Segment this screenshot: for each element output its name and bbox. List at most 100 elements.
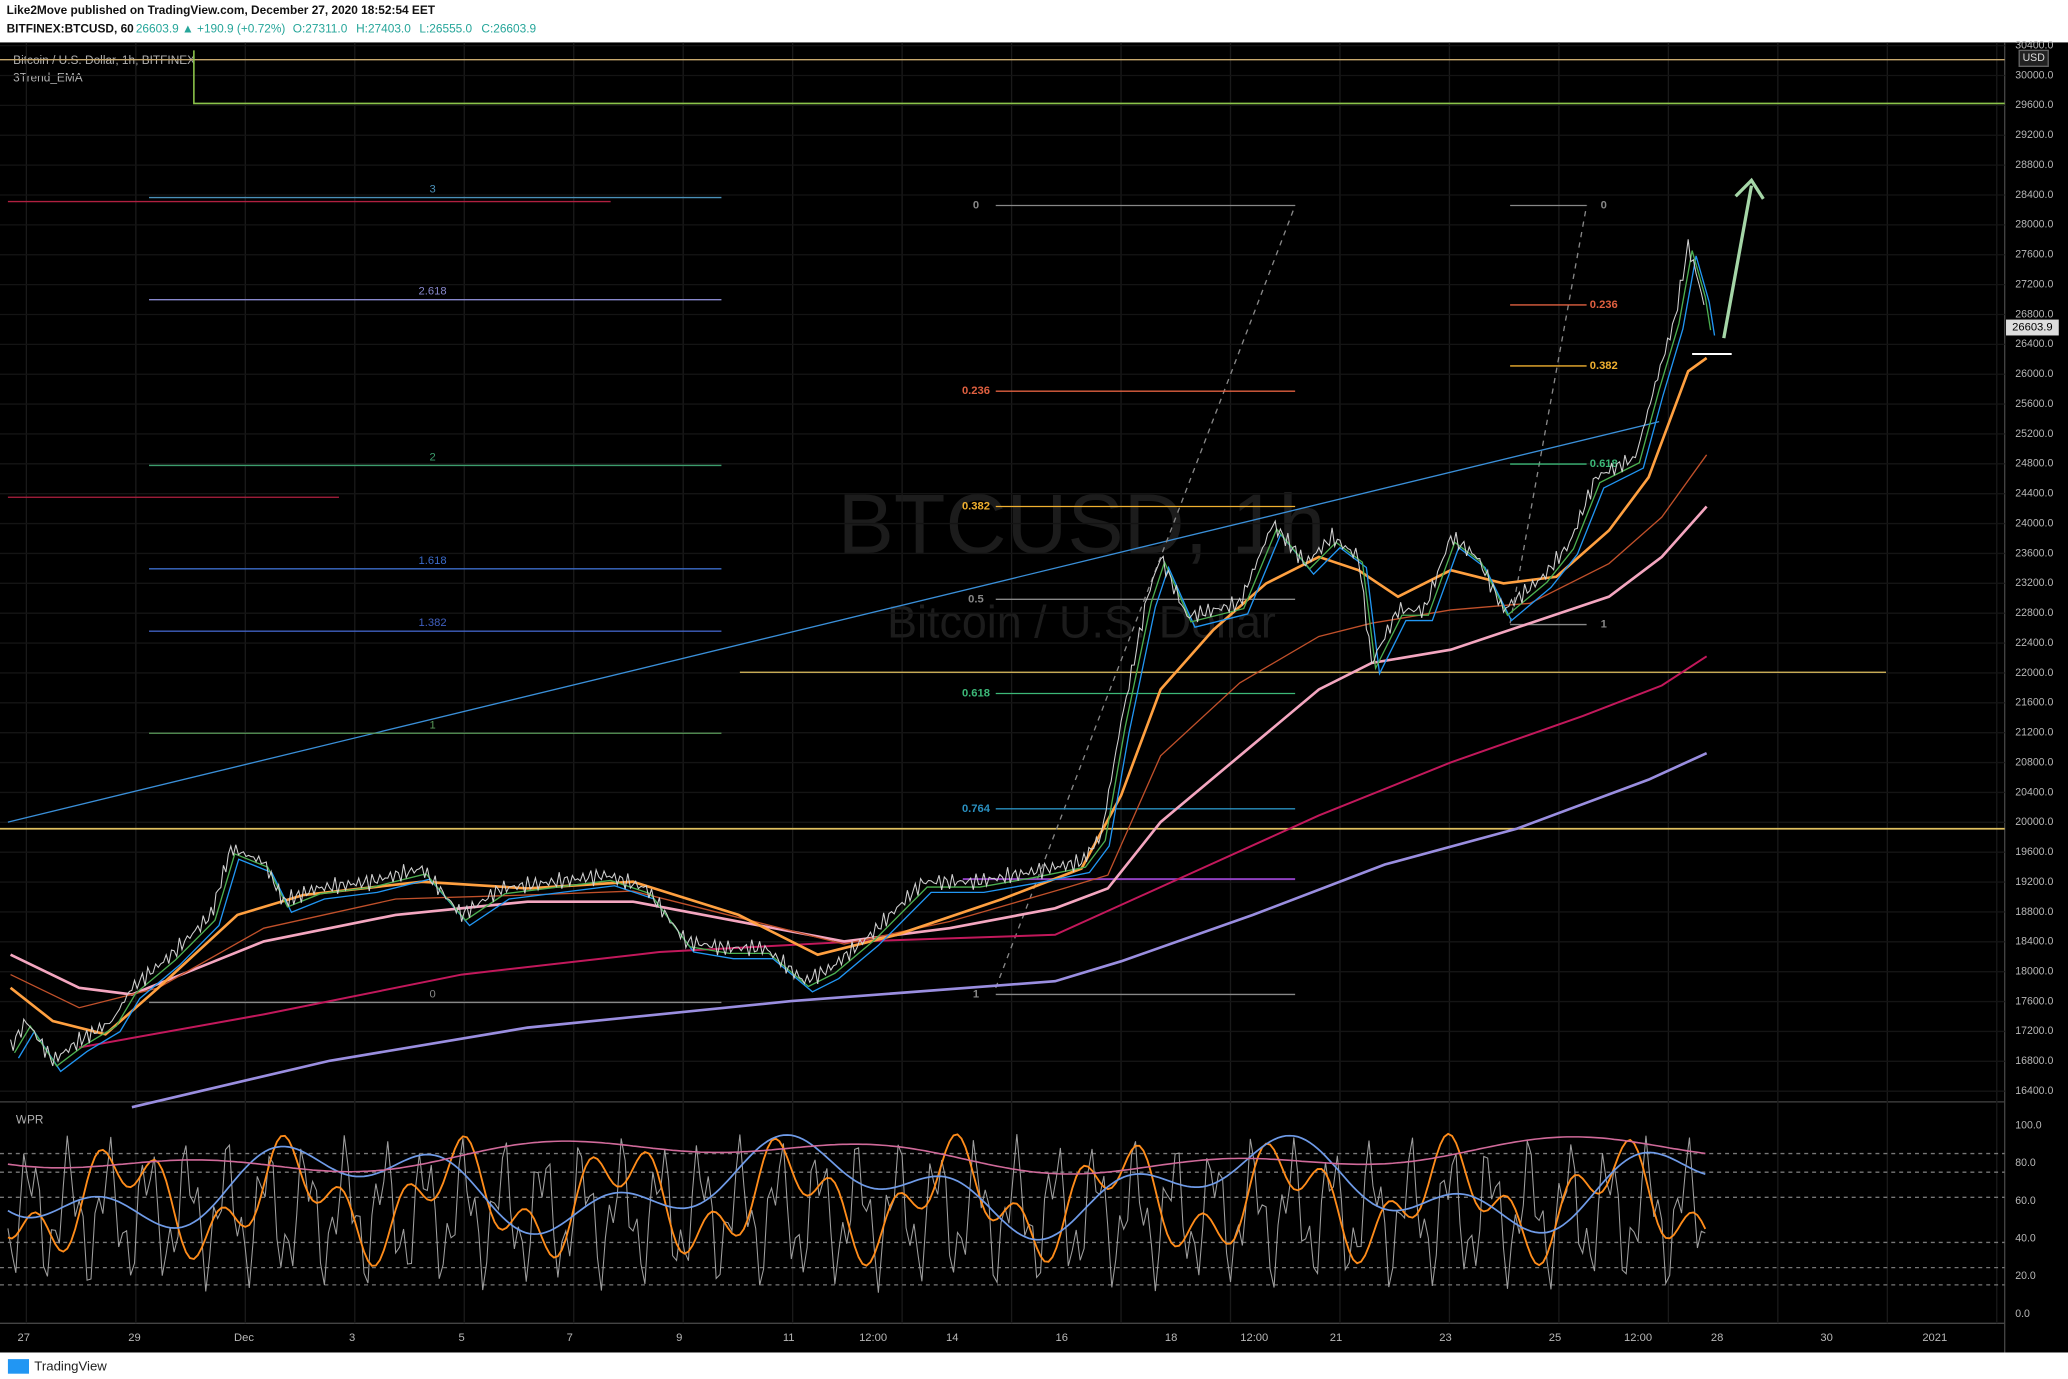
time-tick-label: 11 (783, 1332, 795, 1344)
time-tick-label: Dec (234, 1332, 254, 1344)
price-tick-label: 30000.0 (2015, 69, 2053, 81)
price-tick-label: 18800.0 (2015, 906, 2053, 918)
time-tick-label: 7 (567, 1332, 573, 1344)
fib-label: 3 (429, 184, 435, 196)
time-tick-label: 25 (1549, 1332, 1561, 1344)
price-tick-label: 21600.0 (2015, 697, 2053, 709)
level-line (193, 50, 2005, 105)
time-tick-label: 12:00 (1624, 1332, 1652, 1344)
last-price-tag (2006, 319, 2059, 336)
price-tick-label: 16800.0 (2015, 1055, 2053, 1067)
time-tick-label: 16 (1055, 1332, 1067, 1344)
wpr-slow (7, 1134, 1706, 1241)
price-tick-label: 17600.0 (2015, 995, 2053, 1007)
price-tick-label: 22000.0 (2015, 667, 2053, 679)
time-tick-label: 12:00 (1240, 1332, 1268, 1344)
legend-indicator: 3Trend_EMA (13, 70, 82, 84)
wpr-tick-label: 80.0 (2015, 1157, 2036, 1169)
wpr-label: WPR (16, 1113, 44, 1127)
ema (17, 255, 1716, 1073)
time-tick-label: 9 (676, 1332, 682, 1344)
time-tick-label: 30 (1820, 1332, 1832, 1344)
price-tick-label: 28400.0 (2015, 189, 2053, 201)
ema (78, 655, 1708, 1049)
price-tick-label: 30400.0 (2015, 39, 2053, 51)
arrow (1722, 185, 1754, 339)
fib-label: 1.618 (419, 555, 447, 567)
price-tick-label: 26800.0 (2015, 308, 2053, 320)
price-tick-label: 20400.0 (2015, 786, 2053, 798)
time-tick-label: 27 (18, 1332, 30, 1344)
price-tick-label: 22800.0 (2015, 607, 2053, 619)
time-tick-label: 28 (1711, 1332, 1723, 1344)
fib-label: 0 (973, 199, 979, 211)
time-tick-label: 2021 (1922, 1332, 1947, 1344)
wpr-tick-label: 100.0 (2015, 1120, 2041, 1132)
price-tick-label: 20000.0 (2015, 816, 2053, 828)
wpr-tick-label: 20.0 (2015, 1270, 2036, 1282)
price-tick-label: 27200.0 (2015, 278, 2053, 290)
fib-trend (1509, 205, 1588, 624)
time-tick-label: 5 (458, 1332, 464, 1344)
fib-label: 0 (429, 988, 435, 1000)
price-trace (10, 239, 1705, 1067)
price-tick-label: 19600.0 (2015, 846, 2053, 858)
price-tick-label: 19200.0 (2015, 876, 2053, 888)
last-price: 26603.9 (2012, 321, 2053, 333)
wpr-tick-label: 60.0 (2015, 1195, 2036, 1207)
price-tick-label: 27600.0 (2015, 249, 2053, 261)
time-tick-label: 12:00 (859, 1332, 887, 1344)
fib-label: 0.764 (962, 803, 991, 815)
price-tick-label: 21200.0 (2015, 726, 2053, 738)
symbol: BITFINEX:BTCUSD, 60 (7, 21, 135, 35)
trend-line (7, 421, 1660, 823)
fib-label: 2 (429, 451, 435, 463)
price-tick-label: 26000.0 (2015, 368, 2053, 380)
publisher: Like2Move published on TradingView.com, … (7, 3, 436, 17)
price-tick-label: 17200.0 (2015, 1025, 2053, 1037)
price-tick-label: 24800.0 (2015, 458, 2053, 470)
ema (13, 250, 1712, 1068)
price-tick-label: 29200.0 (2015, 129, 2053, 141)
time-tick-label: 23 (1439, 1332, 1451, 1344)
chart-background (0, 42, 2068, 1353)
fib-label: 0.382 (1590, 360, 1618, 372)
time-tick-label: 3 (349, 1332, 355, 1344)
fib-label: 0.618 (962, 687, 990, 699)
time-tick-label: 21 (1330, 1332, 1342, 1344)
price-tick-label: 18000.0 (2015, 965, 2053, 977)
open: O:27311.0 (293, 21, 348, 35)
wpr-long (7, 1136, 1706, 1175)
price-tick-label: 24000.0 (2015, 517, 2053, 529)
price-tick-label: 18400.0 (2015, 936, 2053, 948)
price-tick-label: 28800.0 (2015, 159, 2053, 171)
price-tick-label: 16400.0 (2015, 1085, 2053, 1097)
high: H:27403.0 (356, 21, 411, 35)
ema (131, 751, 1708, 1109)
price-tick-label: 29600.0 (2015, 99, 2053, 111)
fib-label: 0 (1601, 199, 1607, 211)
fib-label: 0.236 (1590, 299, 1618, 311)
ema (9, 505, 1708, 996)
wpr-tick-label: 0.0 (2015, 1308, 2030, 1320)
logo-icon (7, 1359, 30, 1374)
fib-label: 0.618 (1590, 458, 1618, 470)
fib-label: 1.382 (419, 617, 447, 629)
fib-label: 1 (973, 988, 979, 1000)
close: C:26603.9 (481, 21, 536, 35)
wpr-tick-label: 40.0 (2015, 1232, 2036, 1244)
logo: TradingView (7, 1359, 107, 1374)
price-tick-label: 25600.0 (2015, 398, 2053, 410)
fib-label: 1 (1601, 618, 1607, 630)
brand: TradingView (34, 1359, 107, 1374)
price-tick-label: 26400.0 (2015, 338, 2053, 350)
price-tick-label: 25200.0 (2015, 428, 2053, 440)
price-tick-label: 24400.0 (2015, 488, 2053, 500)
wpr-fast (7, 1134, 1706, 1293)
fib-label: 2.618 (419, 286, 447, 298)
price-tick-label: 20800.0 (2015, 756, 2053, 768)
change: 26603.9 ▲ +190.9 (+0.72%) (136, 21, 286, 35)
price-tick-label: 23600.0 (2015, 547, 2053, 559)
